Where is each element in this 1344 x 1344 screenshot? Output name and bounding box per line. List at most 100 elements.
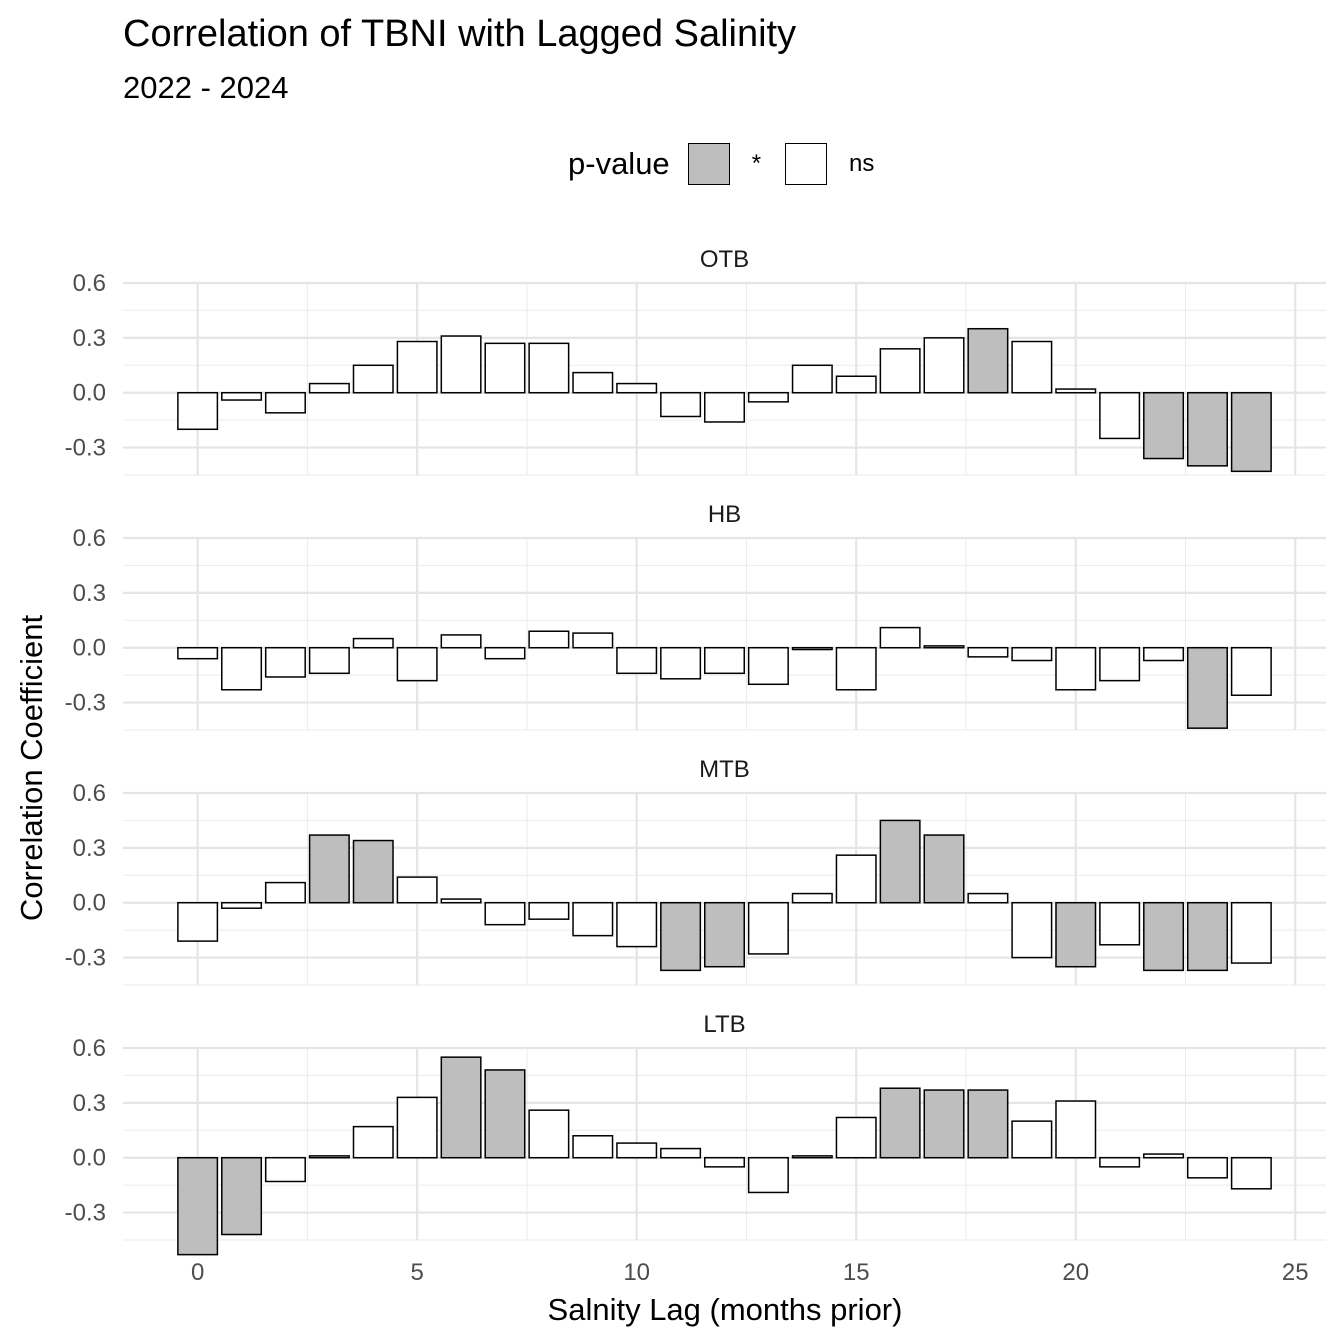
bar: [484, 901, 526, 926]
bar: [923, 337, 965, 394]
y-tick-label: -0.3: [65, 690, 106, 717]
bar: [835, 854, 877, 904]
y-tick-label: 0.6: [73, 780, 106, 807]
bar: [1186, 646, 1228, 729]
y-tick-label: 0.0: [73, 890, 106, 917]
bar: [967, 892, 1009, 904]
bar: [1055, 1100, 1097, 1159]
bar: [879, 348, 921, 394]
y-tick-label: 0.0: [73, 635, 106, 662]
bar: [1099, 901, 1141, 946]
bar: [835, 375, 877, 394]
bar: [967, 327, 1009, 394]
bar: [791, 892, 833, 904]
bar: [703, 1156, 746, 1168]
bar: [484, 342, 526, 394]
bar: [221, 901, 263, 909]
facet-label: HB: [708, 501, 741, 528]
bar: [879, 626, 921, 649]
bar: [264, 881, 306, 904]
bar: [660, 391, 702, 418]
bar: [835, 1116, 877, 1159]
x-tick-label: 5: [410, 1259, 423, 1286]
bar: [1011, 1120, 1053, 1159]
bar: [616, 382, 658, 394]
bar: [1143, 391, 1185, 460]
bar: [791, 646, 833, 651]
bar: [791, 1155, 833, 1159]
x-tick-label: 10: [623, 1259, 650, 1286]
bar: [747, 901, 789, 955]
bar: [879, 819, 921, 904]
bar: [791, 364, 833, 394]
bar: [308, 1155, 350, 1159]
bar: [747, 391, 789, 403]
facet-label: LTB: [703, 1011, 745, 1038]
bar: [1143, 646, 1185, 662]
bar: [528, 342, 570, 394]
facet-label: OTB: [700, 246, 749, 273]
bar: [528, 630, 570, 649]
bar: [747, 646, 789, 686]
bar: [308, 382, 350, 394]
bar: [1186, 391, 1228, 467]
bar: [879, 1087, 921, 1159]
bar: [352, 1125, 394, 1159]
bar: [396, 1096, 438, 1159]
bar: [572, 371, 614, 394]
y-tick-label: 0.0: [73, 380, 106, 407]
bar: [440, 1056, 482, 1159]
bar: [440, 634, 482, 649]
bar: [572, 901, 614, 937]
bar: [221, 646, 263, 691]
legend-label-not-significant: ns: [849, 150, 875, 177]
bar: [1055, 901, 1097, 968]
legend: p-value * ns: [568, 140, 874, 188]
bar: [1099, 646, 1141, 682]
bar: [616, 1142, 658, 1159]
bar: [660, 646, 702, 680]
y-axis-title: Correlation Coefficient: [14, 614, 49, 922]
bar: [396, 876, 438, 904]
chart-subtitle: 2022 - 2024: [123, 70, 289, 105]
y-tick-label: 0.3: [73, 835, 106, 862]
bar: [1186, 901, 1228, 972]
bar: [352, 364, 394, 394]
x-tick-label: 15: [843, 1259, 870, 1286]
y-tick-label: 0.6: [73, 1035, 106, 1062]
y-tick-label: 0.6: [73, 270, 106, 297]
bar: [440, 335, 482, 394]
x-axis-title: Salnity Lag (months prior): [547, 1292, 903, 1327]
legend-key-significant: [687, 143, 730, 185]
bar: [308, 834, 350, 904]
y-tick-label: 0.3: [73, 325, 106, 352]
bar: [484, 1069, 526, 1159]
bar: [747, 1156, 789, 1194]
bar: [1055, 388, 1097, 394]
y-tick-label: 0.3: [73, 1090, 106, 1117]
bar: [221, 391, 263, 401]
y-tick-label: -0.3: [65, 1200, 106, 1227]
bar: [221, 1156, 263, 1236]
bar: [703, 391, 746, 423]
legend-title: p-value: [568, 146, 670, 181]
bar: [308, 646, 350, 675]
bar: [352, 637, 394, 649]
bar: [1055, 646, 1097, 691]
chart-title: Correlation of TBNI with Lagged Salinity: [123, 13, 797, 55]
bar: [264, 1156, 306, 1183]
bar: [660, 1147, 702, 1159]
bar: [177, 646, 219, 660]
bar: [177, 391, 219, 431]
bar: [396, 340, 438, 394]
bar: [967, 1089, 1009, 1159]
bar: [572, 1135, 614, 1159]
x-tick-label: 0: [191, 1259, 204, 1286]
bar: [616, 901, 658, 948]
legend-label-significant: *: [751, 150, 762, 177]
bar: [177, 901, 219, 942]
bar: [177, 1156, 219, 1256]
x-tick-label: 20: [1062, 1259, 1089, 1286]
bar: [835, 646, 877, 691]
bar: [1143, 1153, 1185, 1159]
